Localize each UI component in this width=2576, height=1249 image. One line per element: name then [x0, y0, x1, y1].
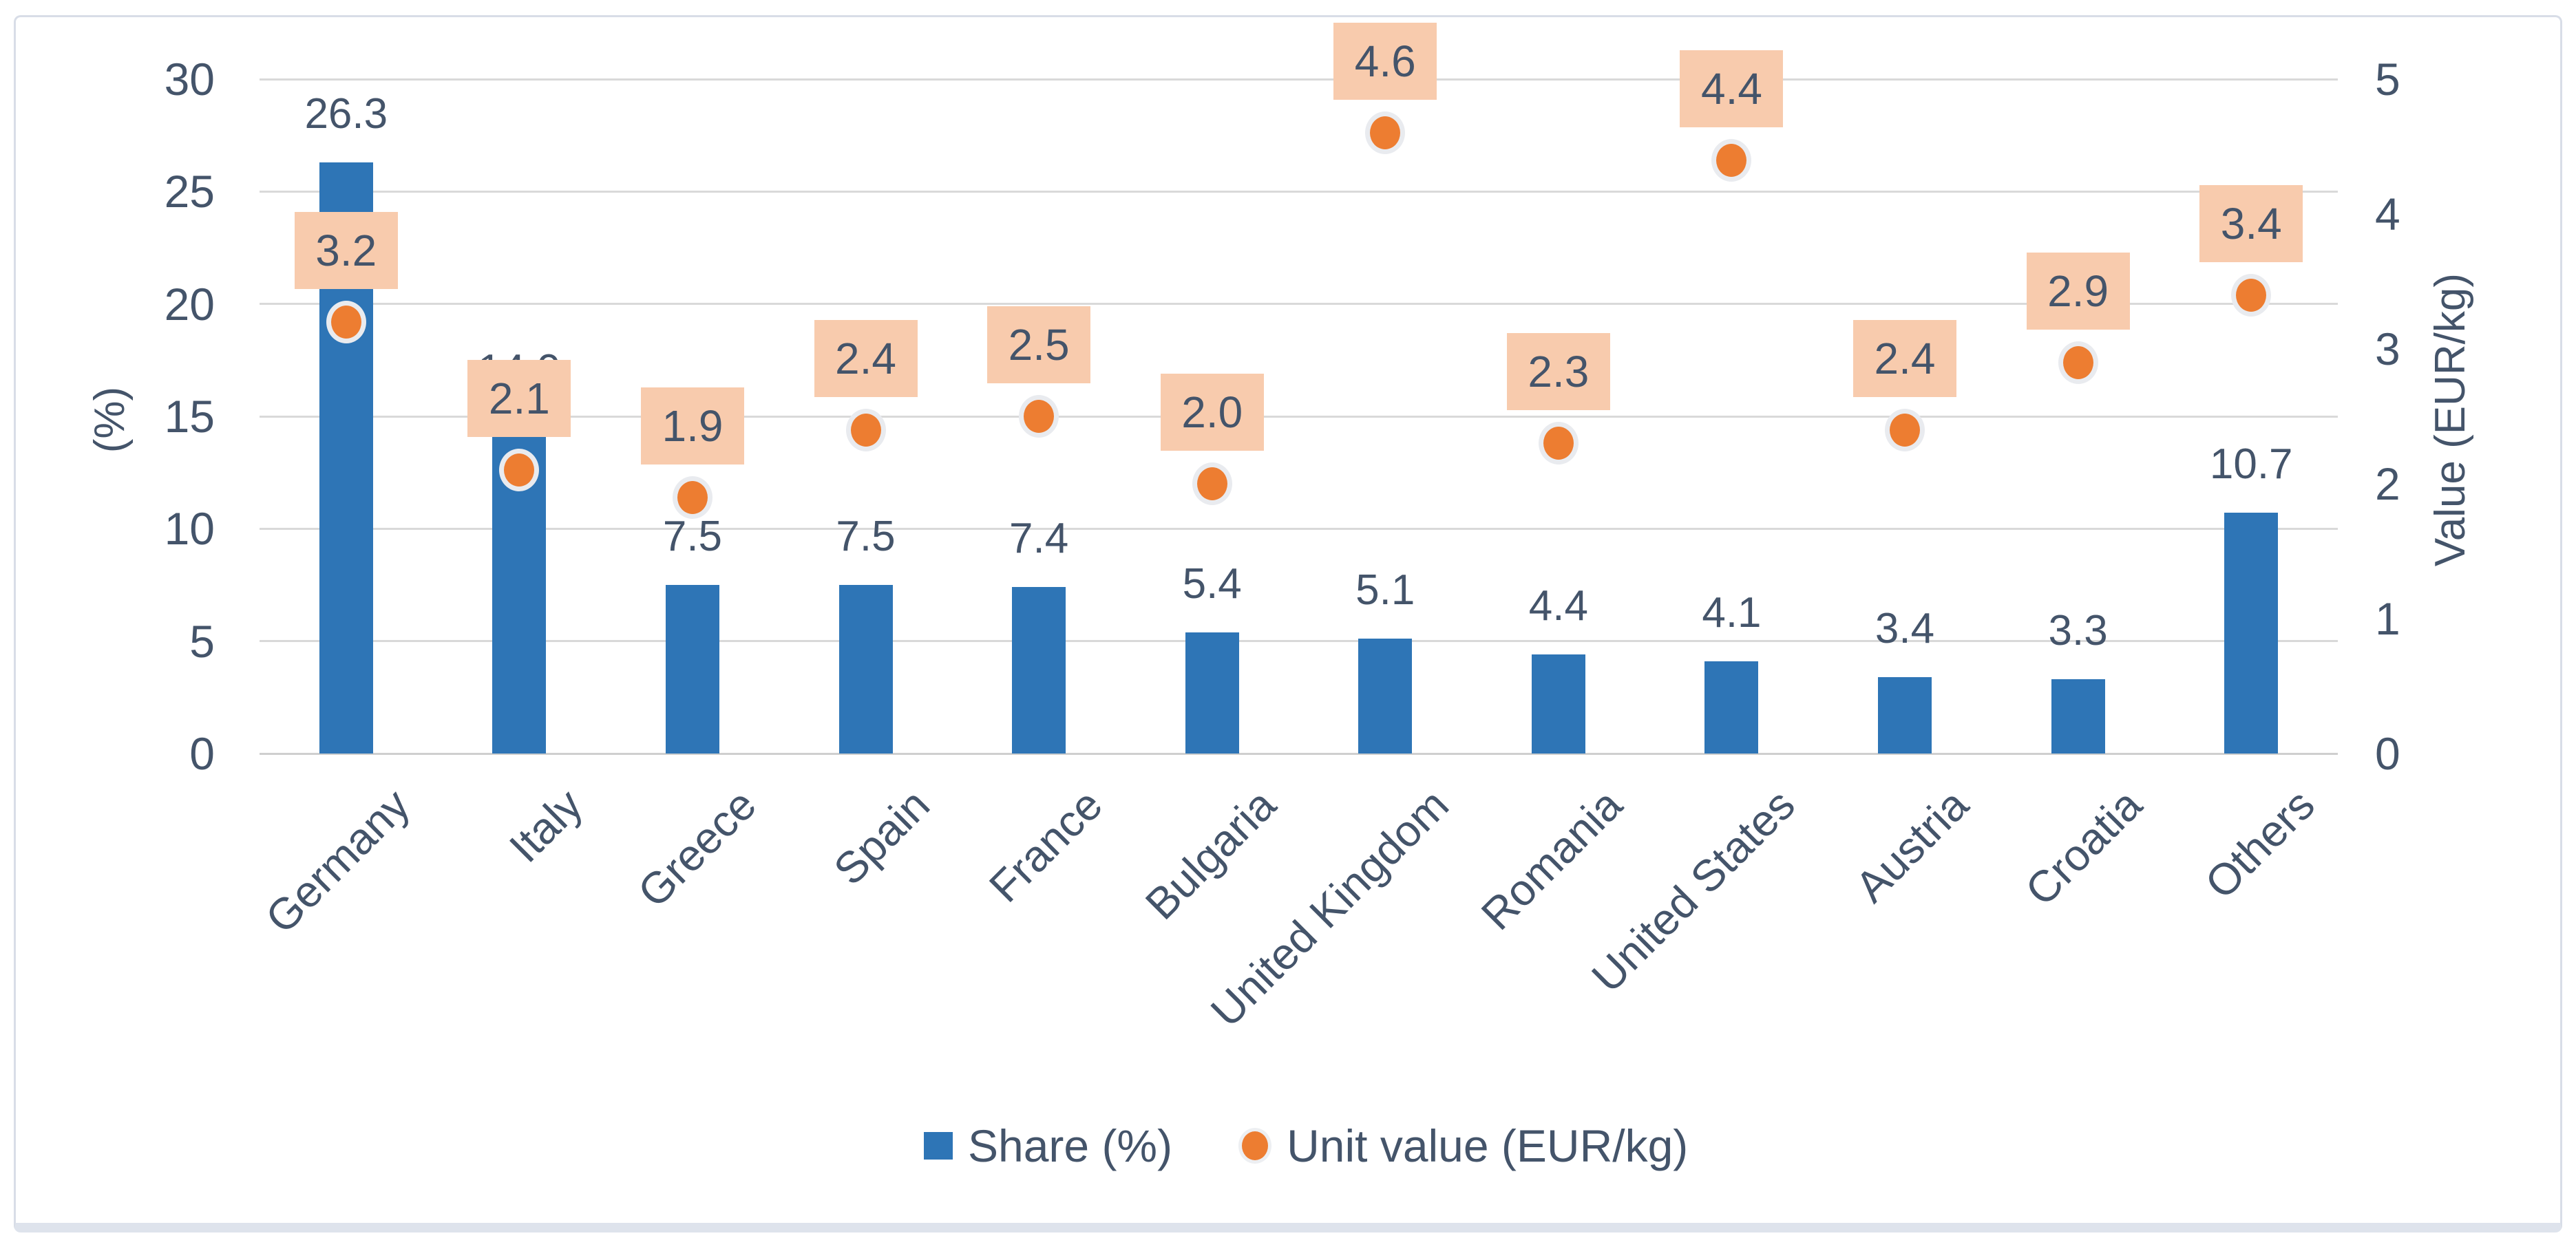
bar-value-label-others: 10.7	[2209, 440, 2293, 489]
unit-value-label-spain: 2.4	[814, 319, 918, 397]
unit-value-dot-united-kingdom	[1365, 111, 1406, 155]
unit-value-label-romania: 2.3	[1506, 333, 1610, 411]
right-axis-tick-0: 0	[2375, 728, 2400, 779]
gridline-30	[260, 78, 2338, 81]
unit-value-dot-greece	[672, 476, 712, 519]
left-axis-tick-25: 25	[164, 166, 215, 217]
gridline-5	[260, 640, 2338, 643]
gridline-25	[260, 190, 2338, 193]
bar-spain	[838, 585, 893, 754]
bar-croatia	[2051, 679, 2105, 754]
unit-value-dot-germany	[326, 300, 366, 343]
legend: Share (%) Unit value (EUR/kg)	[924, 1113, 1688, 1178]
bar-value-label-united-kingdom: 5.1	[1355, 566, 1415, 615]
x-label-france: France	[980, 780, 1112, 912]
right-axis-tick-1: 1	[2375, 593, 2400, 644]
x-label-united-states: United States	[1582, 780, 1805, 1002]
x-label-romania: Romania	[1471, 780, 1632, 940]
bar-value-label-germany: 26.3	[304, 89, 388, 138]
unit-value-dot-croatia	[2058, 341, 2098, 384]
left-axis-tick-5: 5	[189, 615, 215, 667]
x-label-austria: Austria	[1846, 780, 1978, 912]
unit-value-label-croatia: 2.9	[2026, 252, 2130, 330]
gridline-15	[260, 415, 2338, 418]
left-axis-tick-10: 10	[164, 503, 215, 555]
legend-item-unit-value: Unit value (EUR/kg)	[1238, 1118, 1688, 1173]
right-axis-tick-2: 2	[2375, 458, 2400, 509]
gridline-10	[260, 527, 2338, 530]
bar-value-label-austria: 3.4	[1875, 604, 1935, 652]
unit-value-dot-france	[1019, 395, 1059, 438]
x-label-germany: Germany	[255, 780, 419, 943]
bar-value-label-france: 7.4	[1009, 515, 1069, 563]
bar-austria	[1878, 676, 1932, 754]
unit-value-label-bulgaria: 2.0	[1160, 374, 1264, 451]
bar-value-label-bulgaria: 5.4	[1182, 559, 1242, 608]
bar-others	[2224, 513, 2279, 754]
left-axis-tick-30: 30	[164, 54, 215, 105]
legend-item-share: Share (%)	[924, 1118, 1172, 1173]
bar-greece	[665, 585, 719, 754]
gridline-0	[260, 752, 2338, 755]
left-axis-tick-15: 15	[164, 391, 215, 442]
legend-label-share: Share (%)	[968, 1120, 1173, 1171]
unit-value-dot-bulgaria	[1192, 462, 1232, 505]
unit-value-label-austria: 2.4	[1853, 319, 1957, 397]
unit-value-dot-united-states	[1711, 138, 1752, 182]
left-axis-tick-0: 0	[189, 728, 215, 779]
legend-label-unit-value: Unit value (EUR/kg)	[1287, 1120, 1689, 1171]
right-axis-tick-3: 3	[2375, 323, 2400, 374]
unit-value-label-france: 2.5	[987, 306, 1091, 383]
unit-value-dot-spain	[845, 408, 886, 451]
left-axis-tick-20: 20	[164, 278, 215, 330]
unit-value-label-greece: 1.9	[640, 387, 744, 465]
gridline-20	[260, 303, 2338, 306]
chart-frame	[14, 15, 2562, 1232]
x-label-italy: Italy	[500, 780, 593, 872]
bar-value-label-romania: 4.4	[1528, 582, 1588, 630]
x-label-greece: Greece	[628, 780, 766, 917]
unit-value-dot-austria	[1885, 408, 1925, 451]
bar-series-swatch-icon	[924, 1132, 953, 1160]
scatter-series-swatch-icon	[1238, 1128, 1272, 1164]
bar-value-label-spain: 7.5	[836, 513, 896, 560]
unit-value-label-united-kingdom: 4.6	[1333, 23, 1437, 100]
x-label-united-kingdom: United Kingdom	[1201, 780, 1459, 1036]
bar-united-kingdom	[1358, 639, 1413, 754]
unit-value-label-italy: 2.1	[467, 360, 571, 438]
right-axis-title: Value (EUR/kg)	[2427, 273, 2474, 567]
unit-value-dot-romania	[1538, 422, 1579, 465]
bar-value-label-croatia: 3.3	[2048, 607, 2108, 655]
x-label-croatia: Croatia	[2015, 780, 2151, 915]
x-label-spain: Spain	[823, 780, 939, 895]
unit-value-dot-italy	[499, 449, 540, 492]
bar-value-label-greece: 7.5	[662, 513, 723, 560]
unit-value-label-united-states: 4.4	[1680, 50, 1784, 127]
unit-value-label-germany: 3.2	[294, 211, 398, 289]
x-label-others: Others	[2195, 780, 2325, 908]
x-label-bulgaria: Bulgaria	[1135, 780, 1285, 929]
right-axis-tick-4: 4	[2375, 189, 2400, 239]
bar-bulgaria	[1185, 632, 1239, 754]
bar-united-states	[1704, 661, 1759, 754]
bar-value-label-united-states: 4.1	[1702, 589, 1762, 637]
unit-value-label-others: 3.4	[2199, 184, 2303, 262]
bar-romania	[1531, 654, 1585, 754]
bar-france	[1012, 587, 1066, 754]
right-axis-tick-5: 5	[2375, 54, 2400, 105]
unit-value-dot-others	[2231, 273, 2272, 317]
